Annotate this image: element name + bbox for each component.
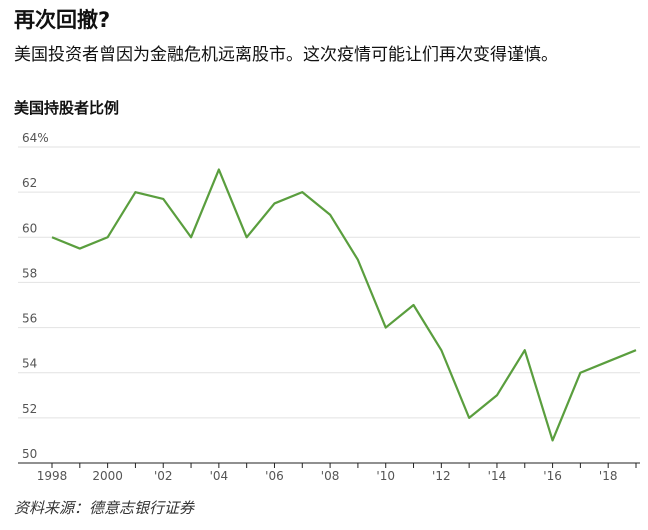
chart-title: 再次回撤? bbox=[14, 8, 111, 32]
x-tick-label: 2000 bbox=[92, 469, 123, 483]
x-tick-label: '14 bbox=[488, 469, 507, 483]
x-tick-label: '10 bbox=[376, 469, 395, 483]
y-axis-label: 美国持股者比例 bbox=[14, 99, 120, 117]
y-tick-label: 64% bbox=[22, 131, 49, 145]
x-tick-label: 1998 bbox=[37, 469, 68, 483]
x-tick-label: '18 bbox=[599, 469, 618, 483]
x-tick-label: '12 bbox=[432, 469, 451, 483]
data-line bbox=[51, 168, 637, 442]
x-tick-label: '08 bbox=[321, 469, 340, 483]
x-tick-label: '02 bbox=[154, 469, 173, 483]
y-tick-label: 54 bbox=[22, 357, 37, 371]
y-tick-label: 52 bbox=[22, 402, 37, 416]
source-note: 资料来源：德意志银行证券 bbox=[14, 499, 195, 517]
y-tick-label: 56 bbox=[22, 312, 37, 326]
y-tick-label: 58 bbox=[22, 266, 37, 280]
x-tick-label: '16 bbox=[543, 469, 562, 483]
y-tick-label: 60 bbox=[22, 221, 37, 235]
y-tick-label: 62 bbox=[22, 176, 37, 190]
x-tick-label: '06 bbox=[265, 469, 284, 483]
x-tick-label: '04 bbox=[210, 469, 229, 483]
y-tick-label: 50 bbox=[22, 447, 37, 461]
chart-subtitle: 美国投资者曾因为金融危机远离股市。这次疫情可能让们再次变得谨慎。 bbox=[14, 45, 558, 65]
